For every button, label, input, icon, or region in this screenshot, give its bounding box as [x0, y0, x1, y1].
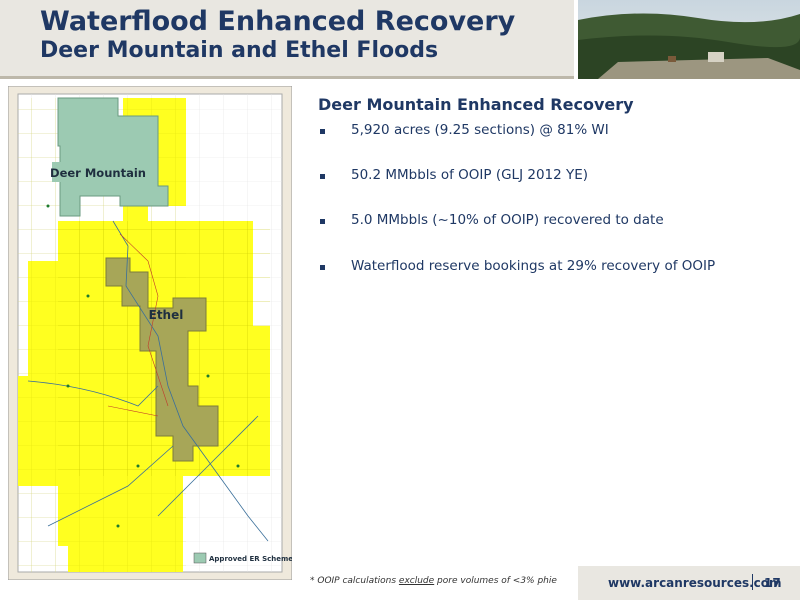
footnote-text: * OOIP calculations: [310, 576, 399, 586]
map-label: Ethel: [149, 308, 184, 322]
map-label: Deer Mountain: [50, 166, 146, 180]
bullet: Waterflood reserve bookings at 29% recov…: [320, 258, 715, 274]
bullet-text: 5.0 MMbbls (~10% of OOIP) recovered to d…: [351, 212, 664, 228]
bullet-text: Waterflood reserve bookings at 29% recov…: [351, 258, 716, 274]
separator: [752, 574, 753, 590]
footnote-emphasis: exclude: [398, 576, 435, 586]
bullet-text: 5,920 acres (9.25 sections) @ 81% WI: [351, 122, 609, 138]
subtitle: Deer Mountain and Ethel Floods: [40, 38, 439, 63]
page-number: 17: [764, 576, 781, 590]
map-legend: Approved ER Scheme: [209, 555, 292, 563]
header-band: Waterflood Enhanced Recovery Deer Mounta…: [0, 0, 574, 79]
title: Waterflood Enhanced Recovery: [40, 6, 516, 37]
bullet: 5.0 MMbbls (~10% of OOIP) recovered to d…: [320, 212, 664, 228]
footnote-text: pore volumes of <3% phie: [434, 576, 557, 586]
bullet: 5,920 acres (9.25 sections) @ 81% WI: [320, 122, 609, 138]
footer-url: www.arcanresources.com: [608, 576, 782, 590]
footnote: * OOIP calculations exclude pore volumes…: [310, 576, 557, 586]
content-heading: Deer Mountain Enhanced Recovery: [318, 95, 634, 114]
bullet-text: 50.2 MMbbls of OOIP (GLJ 2012 YE): [351, 167, 589, 183]
footer: www.arcanresources.com 17: [578, 566, 800, 600]
bullet: 50.2 MMbbls of OOIP (GLJ 2012 YE): [320, 167, 588, 183]
map: Deer Mountain Ethel Approved ER Scheme: [8, 86, 292, 580]
photo: [578, 0, 800, 79]
